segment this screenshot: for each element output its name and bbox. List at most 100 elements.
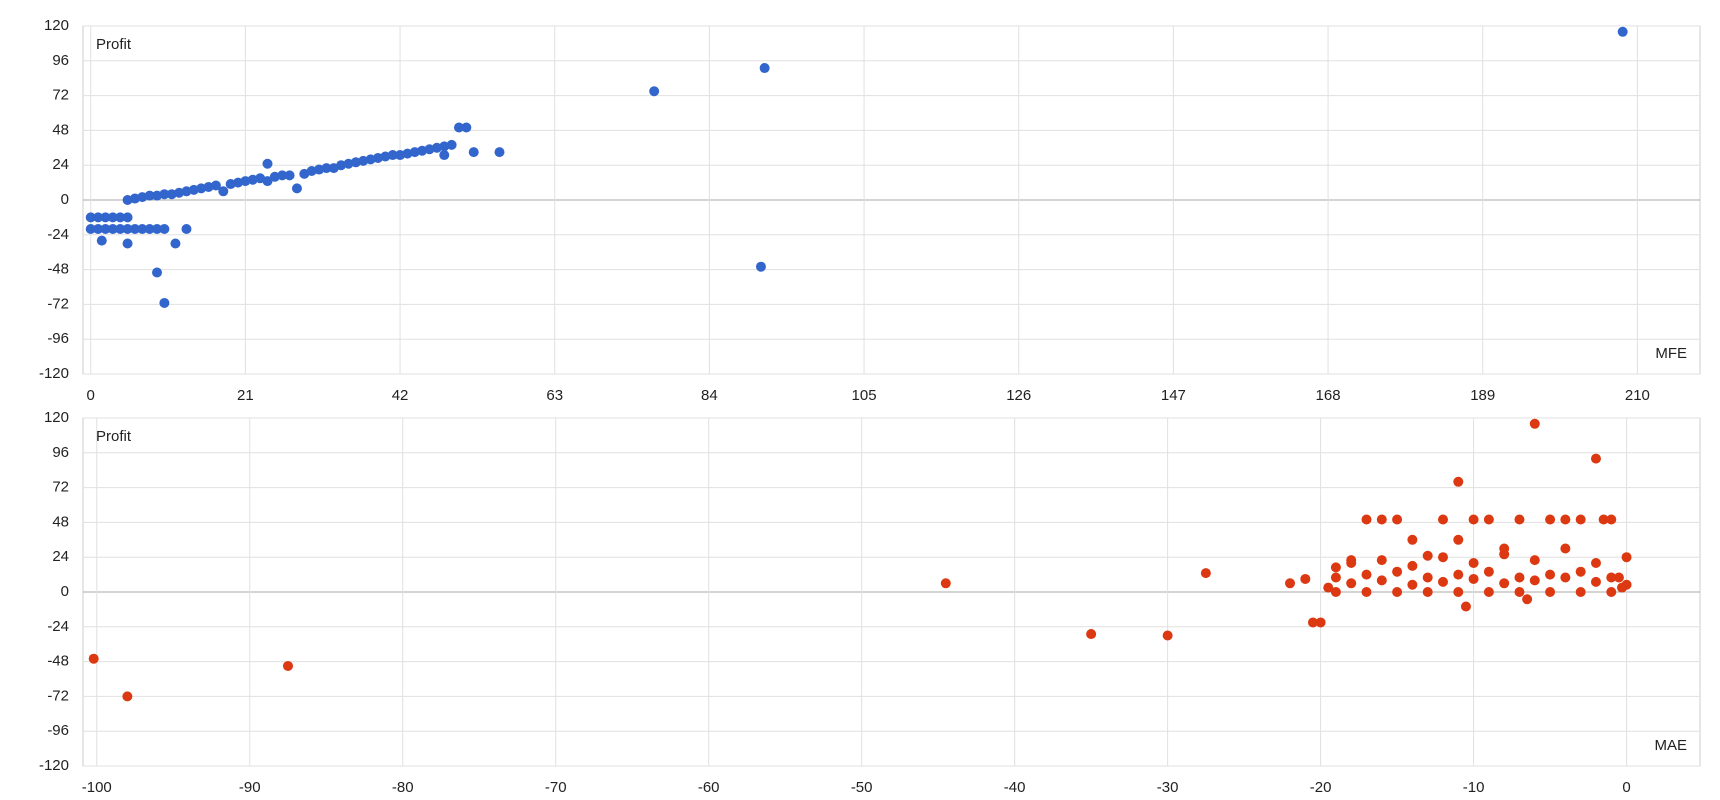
point bbox=[100, 212, 111, 223]
point bbox=[122, 212, 133, 223]
point bbox=[1590, 558, 1601, 568]
point bbox=[940, 578, 951, 589]
point bbox=[1545, 587, 1556, 597]
point bbox=[152, 267, 163, 278]
point bbox=[210, 180, 221, 191]
point bbox=[1407, 579, 1418, 590]
y-tick-label: -96 bbox=[47, 330, 69, 347]
point bbox=[1529, 418, 1540, 429]
x-tick-label: 0 bbox=[1622, 779, 1630, 796]
point bbox=[1483, 587, 1494, 597]
y-tick-label: -120 bbox=[39, 757, 69, 774]
point bbox=[1613, 572, 1624, 583]
point bbox=[144, 224, 155, 234]
point bbox=[144, 190, 155, 201]
point bbox=[1483, 566, 1494, 577]
point bbox=[453, 122, 464, 133]
point bbox=[170, 238, 181, 249]
x-tick-label: 84 bbox=[701, 387, 718, 404]
point bbox=[1307, 617, 1318, 628]
point bbox=[1361, 587, 1372, 597]
y-tick-label: 48 bbox=[52, 513, 69, 530]
x-tick-label: -60 bbox=[698, 779, 720, 796]
point bbox=[1514, 572, 1525, 583]
point bbox=[1560, 543, 1571, 554]
x-tick-label: 168 bbox=[1316, 387, 1341, 404]
point bbox=[115, 224, 126, 234]
point bbox=[100, 224, 111, 234]
point bbox=[1522, 594, 1533, 605]
y-tick-label: 48 bbox=[52, 121, 69, 138]
point bbox=[1499, 549, 1510, 560]
point bbox=[1346, 558, 1357, 568]
point bbox=[1598, 514, 1609, 525]
y-tick-label: -24 bbox=[47, 618, 69, 635]
point bbox=[88, 653, 99, 664]
point bbox=[129, 224, 140, 234]
x-tick-label: 63 bbox=[546, 387, 563, 404]
y-tick-label: 96 bbox=[52, 444, 69, 461]
point bbox=[1616, 582, 1627, 593]
point bbox=[137, 224, 148, 234]
point bbox=[1162, 630, 1173, 641]
x-tick-label: 126 bbox=[1006, 387, 1031, 404]
point bbox=[107, 224, 118, 234]
y-tick-label: -96 bbox=[47, 722, 69, 739]
point bbox=[494, 147, 505, 158]
y-tick-label: 0 bbox=[61, 583, 69, 600]
point bbox=[282, 660, 293, 671]
x-tick-label: -40 bbox=[1004, 779, 1026, 796]
point bbox=[122, 238, 133, 249]
y-tick-label: 24 bbox=[52, 548, 69, 565]
point bbox=[1514, 587, 1525, 597]
point bbox=[1560, 514, 1571, 525]
y-tick-label: -24 bbox=[47, 226, 69, 243]
point bbox=[387, 150, 398, 161]
point bbox=[122, 691, 133, 702]
point bbox=[1392, 566, 1403, 577]
point bbox=[1376, 555, 1387, 566]
point bbox=[262, 176, 273, 187]
point bbox=[122, 224, 133, 234]
point bbox=[1376, 575, 1387, 586]
point bbox=[277, 170, 288, 181]
point bbox=[1392, 514, 1403, 525]
point bbox=[649, 86, 660, 97]
point bbox=[93, 212, 104, 223]
point bbox=[1323, 582, 1334, 593]
point bbox=[85, 224, 96, 234]
point bbox=[85, 212, 96, 223]
point bbox=[96, 235, 107, 246]
x-tick-label: 0 bbox=[87, 387, 95, 404]
point bbox=[1590, 576, 1601, 587]
x-tick-label: -30 bbox=[1157, 779, 1179, 796]
point bbox=[1346, 578, 1357, 589]
point bbox=[1422, 550, 1433, 561]
x-tick-label: -100 bbox=[82, 779, 112, 796]
y-tick-label: 120 bbox=[44, 17, 69, 34]
point bbox=[1422, 572, 1433, 583]
point bbox=[1468, 514, 1479, 525]
y-tick-label: 120 bbox=[44, 409, 69, 426]
point bbox=[1285, 578, 1296, 589]
x-tick-label: -50 bbox=[851, 779, 873, 796]
point bbox=[1606, 572, 1617, 583]
point bbox=[759, 63, 770, 74]
point bbox=[1200, 568, 1211, 579]
x-axis-label: MFE bbox=[1655, 345, 1687, 362]
point bbox=[1621, 552, 1632, 563]
y-tick-label: 24 bbox=[52, 156, 69, 173]
point bbox=[1361, 514, 1372, 525]
point bbox=[107, 212, 118, 223]
point bbox=[115, 212, 126, 223]
point bbox=[159, 224, 170, 234]
point bbox=[1315, 617, 1326, 628]
point bbox=[1545, 569, 1556, 580]
point bbox=[159, 297, 170, 308]
point bbox=[1453, 534, 1464, 545]
y-tick-label: 72 bbox=[52, 87, 69, 104]
point bbox=[1575, 587, 1586, 597]
point bbox=[439, 150, 450, 161]
point bbox=[1437, 576, 1448, 587]
